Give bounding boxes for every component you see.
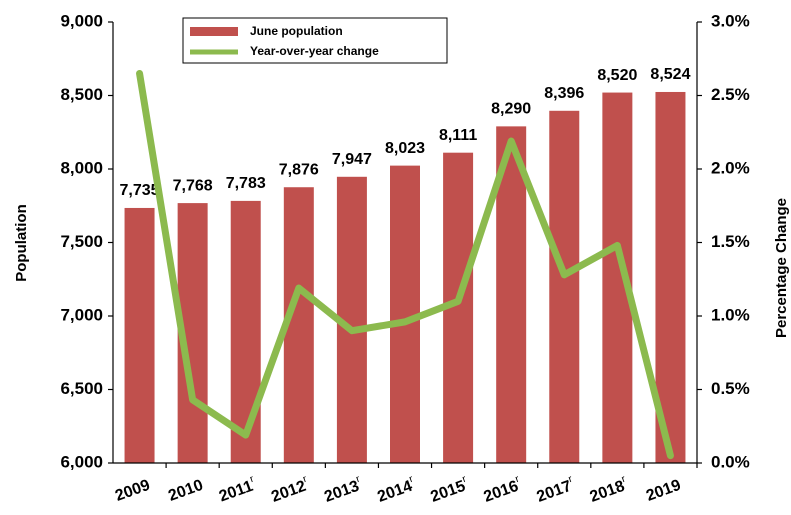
- x-tick-superscript: r: [408, 473, 416, 485]
- y-tick-label: 8,500: [60, 85, 103, 104]
- x-tick-superscript: r: [514, 473, 522, 485]
- data-label: 8,520: [597, 67, 637, 84]
- y2-tick-label: 2.5%: [711, 85, 750, 104]
- bar: [230, 200, 261, 464]
- data-label: 7,783: [226, 175, 266, 192]
- y-tick-label: 7,000: [60, 305, 103, 324]
- x-tick-label: 2019: [644, 477, 683, 505]
- y-axis-label: Population: [13, 204, 30, 282]
- x-tick-label: 2014r: [374, 473, 418, 506]
- bar: [655, 91, 686, 464]
- y-tick-label: 9,000: [60, 11, 103, 30]
- x-tick-year: 2017: [535, 478, 574, 506]
- x-tick-year: 2018: [588, 478, 627, 506]
- data-label: 8,396: [544, 85, 584, 102]
- data-label: 7,947: [332, 151, 372, 168]
- y-tick-label: 8,000: [60, 158, 103, 177]
- x-tick-label: 2013r: [321, 473, 365, 506]
- x-tick-year: 2016: [482, 478, 521, 506]
- y2-tick-label: 3.0%: [711, 11, 750, 30]
- y2-tick-label: 2.0%: [711, 158, 750, 177]
- y2-axis-label: Percentage Change: [773, 198, 790, 338]
- data-label: 7,768: [173, 177, 213, 194]
- data-label: 7,876: [279, 161, 319, 178]
- y-tick-label: 6,000: [60, 452, 103, 471]
- data-label: 8,111: [439, 127, 477, 144]
- x-tick-label: 2012r: [268, 473, 312, 506]
- y2-tick-label: 1.5%: [711, 232, 750, 251]
- x-tick-year: 2011: [217, 478, 256, 506]
- x-tick-superscript: r: [461, 473, 469, 485]
- data-label: 8,290: [491, 101, 531, 118]
- x-tick-label: 2015r: [427, 473, 471, 506]
- x-tick-superscript: r: [567, 473, 575, 485]
- bar: [496, 126, 527, 464]
- y2-tick-label: 0.5%: [711, 379, 750, 398]
- line: [136, 69, 674, 460]
- x-tick-label: 2011r: [216, 473, 259, 506]
- bar: [549, 110, 580, 464]
- data-label: 7,735: [120, 182, 160, 199]
- x-tick-year: 2013: [322, 478, 361, 506]
- data-label: 8,524: [650, 66, 690, 83]
- x-tick-superscript: r: [620, 473, 628, 485]
- legend-box: [182, 17, 448, 64]
- x-tick-label: 2010: [166, 477, 205, 505]
- y-tick-label: 7,500: [60, 232, 103, 251]
- x-tick-superscript: r: [355, 473, 363, 485]
- legend-label: Year-over-year change: [250, 44, 379, 58]
- x-tick-superscript: r: [248, 473, 256, 485]
- x-tick-label: 2018r: [587, 473, 631, 506]
- x-tick-label: 2017r: [533, 473, 577, 506]
- x-tick-superscript: r: [301, 473, 309, 485]
- y-tick-label: 6,500: [60, 379, 103, 398]
- x-tick-label: 2009: [113, 477, 152, 505]
- x-tick-year: 2014: [375, 478, 414, 506]
- legend-label: June population: [250, 24, 343, 38]
- y2-tick-label: 0.0%: [711, 452, 750, 471]
- x-tick-year: 2012: [269, 478, 308, 506]
- bar: [124, 207, 155, 463]
- legend-swatch: [190, 27, 238, 36]
- x-tick-year: 2015: [428, 478, 467, 506]
- y2-tick-label: 1.0%: [711, 305, 750, 324]
- x-tick-label: 2016r: [480, 473, 524, 506]
- data-label: 8,023: [385, 140, 425, 157]
